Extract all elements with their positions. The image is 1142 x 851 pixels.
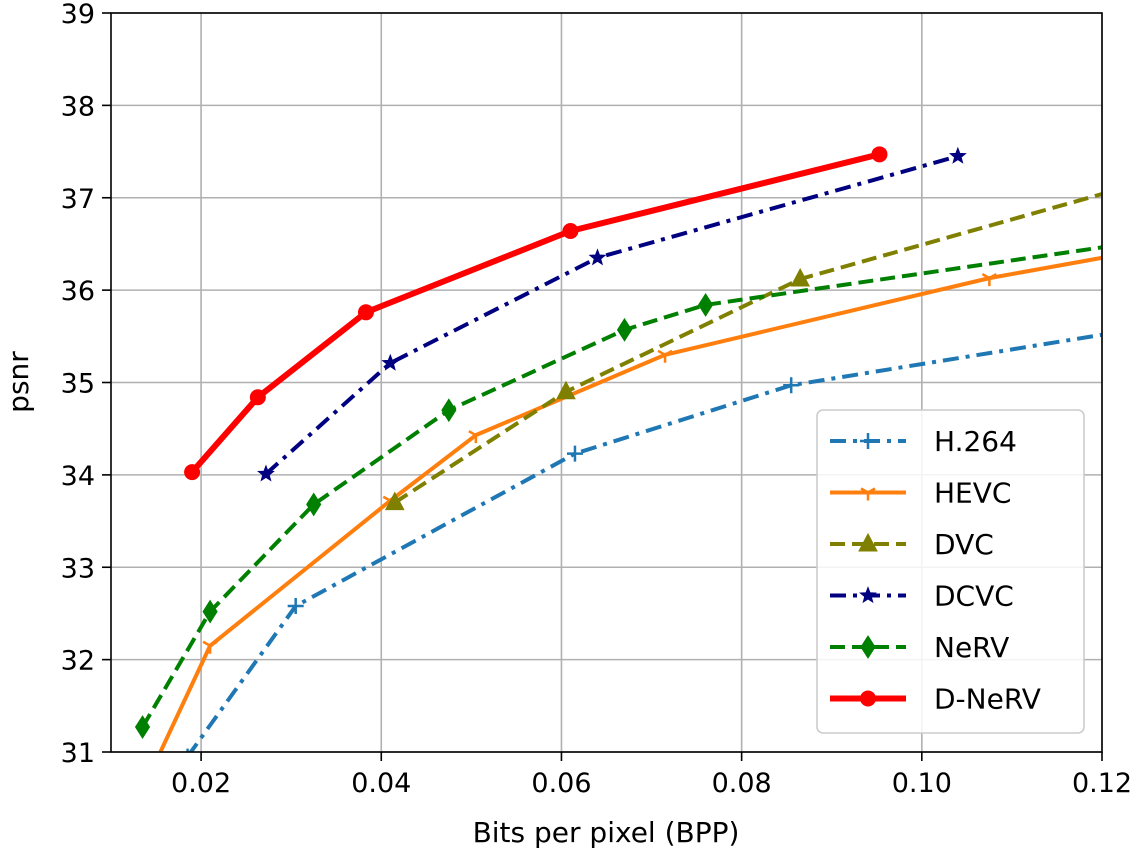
y-tick-label: 31 [61, 738, 95, 769]
legend-label: DVC [934, 528, 994, 561]
y-tick-label: 38 [61, 91, 95, 122]
legend-marker [859, 586, 877, 604]
legend-item: NeRV [830, 631, 1009, 664]
data-point [566, 445, 583, 462]
data-point [616, 317, 633, 342]
data-point [556, 380, 576, 400]
series-d-nerv [184, 146, 888, 481]
data-point [790, 267, 811, 287]
legend-label: H.264 [934, 425, 1017, 458]
data-point [149, 757, 163, 769]
series-dcvc [257, 146, 967, 482]
legend-item: H.264 [830, 425, 1017, 458]
y-axis-label: psnr [2, 351, 35, 413]
data-point [657, 349, 673, 363]
data-point [306, 492, 322, 517]
x-tick-label: 0.02 [171, 768, 231, 799]
data-point [1129, 174, 1142, 191]
legend-label: DCVC [934, 580, 1014, 613]
data-point [184, 464, 201, 481]
y-tick-label: 33 [61, 553, 95, 584]
data-point [562, 223, 579, 240]
x-tick-label: 0.08 [712, 768, 772, 799]
data-point [468, 430, 484, 444]
legend-marker [860, 690, 876, 707]
data-point [783, 377, 800, 394]
legend: H.264 HEVC DVC DCVC NeRV D-NeRV [816, 409, 1085, 734]
legend-label: NeRV [934, 631, 1009, 664]
data-point [588, 248, 607, 266]
x-tick-label: 0.04 [351, 768, 411, 799]
y-tick-label: 37 [61, 184, 95, 215]
data-point [871, 146, 888, 163]
y-tick-label: 32 [61, 646, 95, 677]
legend-marker [860, 635, 876, 659]
x-tick-label: 0.06 [531, 768, 591, 799]
x-tick-label: 0.10 [892, 768, 952, 799]
data-point [948, 146, 967, 164]
legend-item: DVC [830, 528, 994, 561]
x-axis-label: Bits per pixel (BPP) [473, 816, 740, 849]
data-point [202, 599, 218, 624]
y-tick-label: 36 [61, 276, 95, 307]
legend-marker [860, 487, 876, 501]
data-point [1131, 231, 1142, 253]
legend-item: D-NeRV [830, 683, 1041, 716]
legend-marker [860, 433, 876, 449]
series-line [393, 191, 1102, 505]
data-point [202, 640, 218, 654]
ticks: 0.02 0.04 0.06 0.08 0.10 0.12 31 32 33 34 35 36 37 38… [61, 0, 1132, 799]
y-tick-label: 39 [61, 0, 95, 30]
legend-marker [858, 532, 878, 552]
data-point [1130, 321, 1142, 337]
series-nerv [134, 231, 1142, 739]
data-point [249, 389, 266, 406]
legend-label: HEVC [934, 477, 1011, 510]
data-point [698, 292, 714, 317]
data-point [981, 273, 998, 287]
x-tick-label: 0.12 [1072, 768, 1132, 799]
legend-item: DCVC [830, 580, 1014, 613]
data-point [257, 464, 275, 482]
series-line [264, 154, 959, 476]
data-point [441, 398, 457, 423]
legend-item: HEVC [830, 477, 1011, 510]
series-layer [134, 146, 1142, 769]
data-point [381, 353, 400, 371]
y-tick-label: 34 [61, 461, 95, 492]
data-point [357, 304, 374, 321]
data-point [134, 715, 151, 739]
data-point [287, 598, 304, 615]
series-dvc [384, 174, 1142, 511]
legend-label: D-NeRV [934, 683, 1041, 716]
data-point [1131, 247, 1142, 259]
data-point [384, 491, 405, 511]
y-tick-label: 35 [61, 369, 95, 400]
